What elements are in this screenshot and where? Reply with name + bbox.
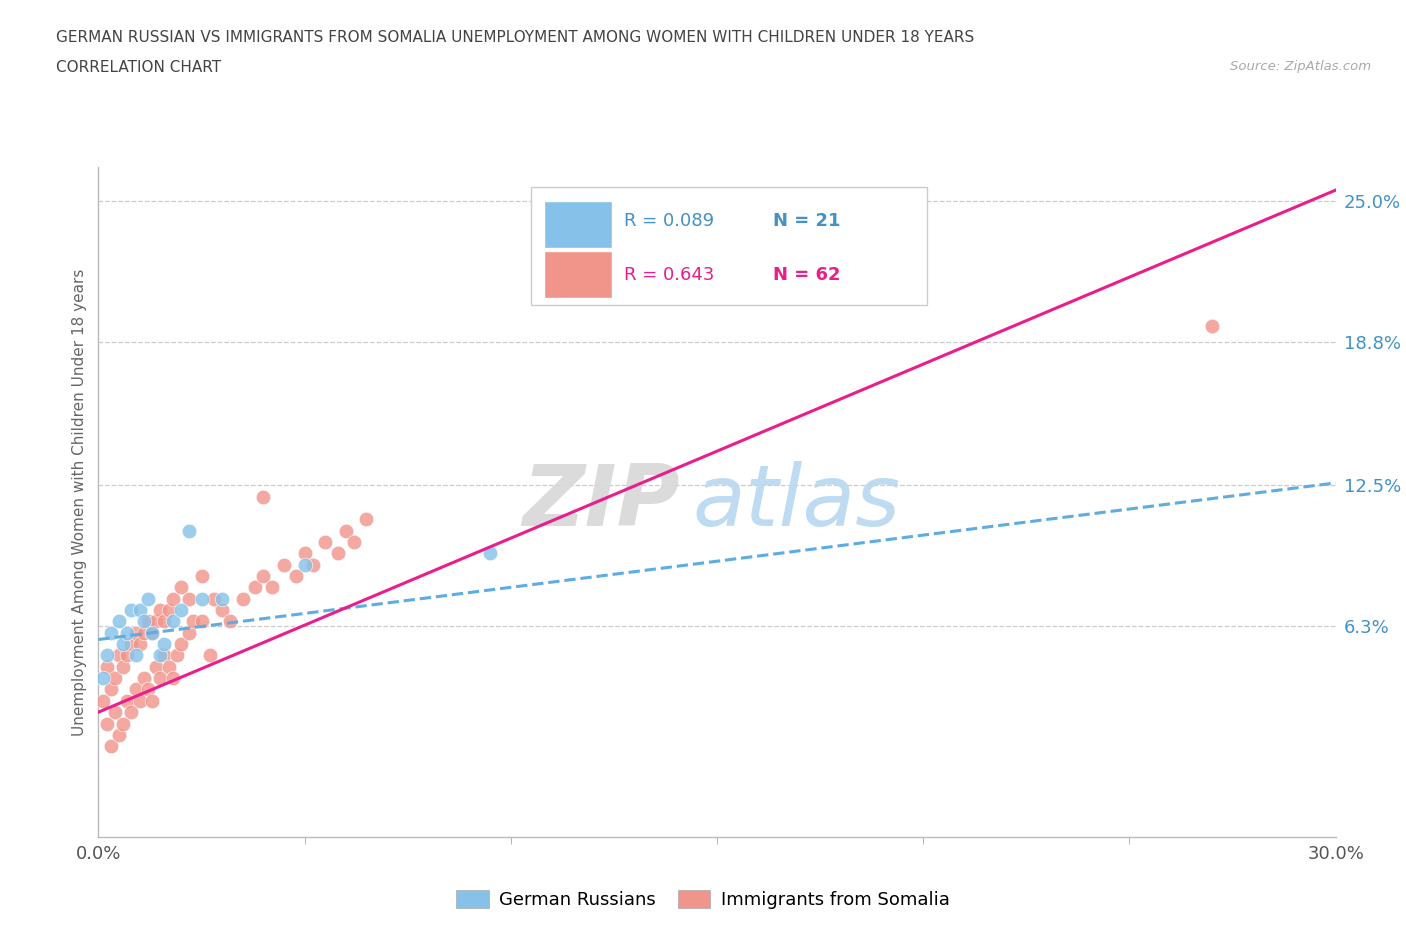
Point — [149, 671, 172, 685]
Point — [104, 705, 127, 720]
Point — [124, 682, 146, 697]
Point — [124, 648, 146, 663]
Point — [314, 535, 336, 550]
Point — [132, 671, 155, 685]
Point — [170, 603, 193, 618]
Point — [343, 535, 366, 550]
Point — [190, 591, 212, 606]
Point — [108, 614, 131, 629]
Point — [141, 694, 163, 709]
Point — [294, 557, 316, 572]
Point — [179, 524, 201, 538]
Point — [162, 614, 184, 629]
Point — [219, 614, 242, 629]
Point — [1201, 319, 1223, 334]
Point — [211, 591, 233, 606]
Point — [136, 591, 159, 606]
Point — [162, 591, 184, 606]
Point — [232, 591, 254, 606]
Point — [112, 637, 135, 652]
Point — [136, 682, 159, 697]
Point — [120, 705, 142, 720]
Point — [166, 648, 188, 663]
Point — [157, 659, 180, 674]
Point — [179, 625, 201, 640]
Y-axis label: Unemployment Among Women with Children Under 18 years: Unemployment Among Women with Children U… — [72, 269, 87, 736]
Point — [252, 568, 274, 583]
Point — [153, 648, 176, 663]
Text: CORRELATION CHART: CORRELATION CHART — [56, 60, 221, 75]
Point — [162, 671, 184, 685]
Point — [153, 637, 176, 652]
Point — [120, 637, 142, 652]
Point — [104, 671, 127, 685]
Point — [128, 603, 150, 618]
Point — [190, 568, 212, 583]
Point — [108, 727, 131, 742]
Point — [326, 546, 349, 561]
Point — [91, 671, 114, 685]
Point — [132, 625, 155, 640]
Point — [128, 694, 150, 709]
Point — [136, 614, 159, 629]
Point — [112, 659, 135, 674]
FancyBboxPatch shape — [544, 201, 612, 247]
Text: N = 21: N = 21 — [773, 212, 841, 230]
Point — [96, 648, 118, 663]
Point — [153, 614, 176, 629]
FancyBboxPatch shape — [531, 188, 928, 305]
Point — [302, 557, 325, 572]
Point — [243, 580, 266, 595]
Point — [117, 625, 139, 640]
Text: ZIP: ZIP — [522, 460, 681, 544]
Point — [157, 603, 180, 618]
Point — [141, 625, 163, 640]
Point — [260, 580, 283, 595]
Point — [108, 648, 131, 663]
Point — [170, 637, 193, 652]
Text: atlas: atlas — [692, 460, 900, 544]
Point — [170, 580, 193, 595]
Text: Source: ZipAtlas.com: Source: ZipAtlas.com — [1230, 60, 1371, 73]
Point — [96, 716, 118, 731]
Point — [91, 694, 114, 709]
Point — [273, 557, 295, 572]
Point — [117, 648, 139, 663]
Point — [479, 546, 502, 561]
Point — [145, 659, 167, 674]
Point — [124, 625, 146, 640]
Point — [128, 637, 150, 652]
Point — [112, 716, 135, 731]
Point — [190, 614, 212, 629]
Text: R = 0.089: R = 0.089 — [624, 212, 714, 230]
Text: N = 62: N = 62 — [773, 266, 841, 284]
Point — [252, 489, 274, 504]
Point — [100, 682, 122, 697]
Point — [149, 603, 172, 618]
Point — [211, 603, 233, 618]
Point — [356, 512, 378, 526]
Point — [198, 648, 221, 663]
Point — [117, 694, 139, 709]
Point — [100, 738, 122, 753]
Legend: German Russians, Immigrants from Somalia: German Russians, Immigrants from Somalia — [449, 883, 957, 916]
Point — [145, 614, 167, 629]
Text: GERMAN RUSSIAN VS IMMIGRANTS FROM SOMALIA UNEMPLOYMENT AMONG WOMEN WITH CHILDREN: GERMAN RUSSIAN VS IMMIGRANTS FROM SOMALI… — [56, 30, 974, 45]
Point — [100, 625, 122, 640]
Point — [149, 648, 172, 663]
Point — [285, 568, 308, 583]
Point — [120, 603, 142, 618]
Point — [141, 625, 163, 640]
Text: R = 0.643: R = 0.643 — [624, 266, 714, 284]
FancyBboxPatch shape — [544, 251, 612, 298]
Point — [132, 614, 155, 629]
Point — [294, 546, 316, 561]
Point — [335, 524, 357, 538]
Point — [202, 591, 225, 606]
Point — [96, 659, 118, 674]
Point — [181, 614, 204, 629]
Point — [179, 591, 201, 606]
